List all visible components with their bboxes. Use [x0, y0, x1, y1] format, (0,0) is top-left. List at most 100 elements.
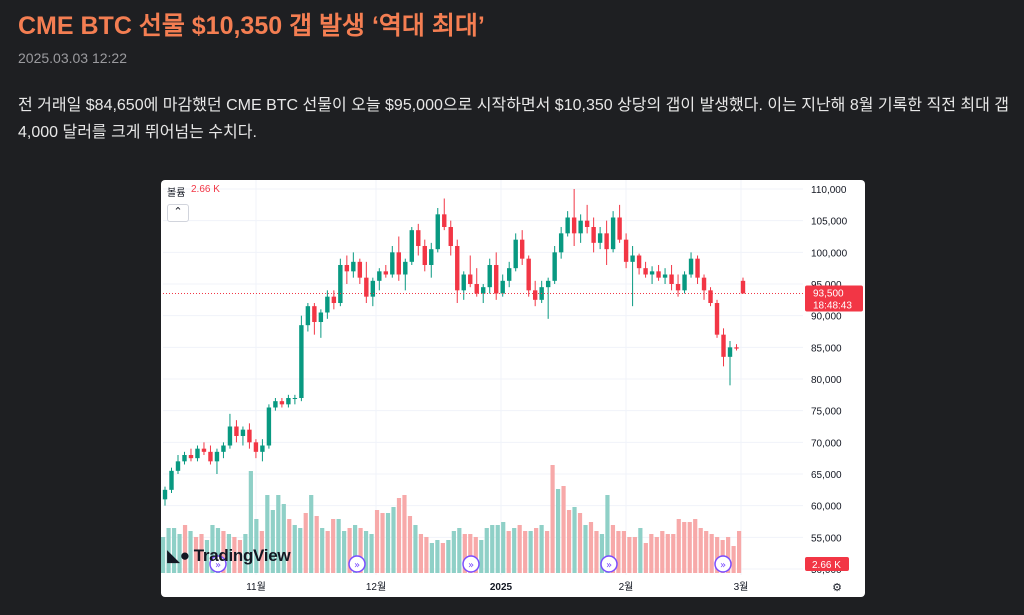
- volume-bar: [374, 510, 380, 573]
- x-tick-label: 12월: [366, 581, 386, 593]
- event-marker-arrow-icon: »: [720, 560, 726, 571]
- price-badge: [805, 285, 863, 312]
- volume-bar: [369, 534, 374, 573]
- volume-bar: [204, 540, 210, 573]
- volume-bar: [353, 525, 358, 573]
- volume-bar: [171, 528, 177, 573]
- volume-bar: [599, 534, 605, 573]
- candle-body: [182, 455, 187, 462]
- y-tick-label: 85,000: [811, 343, 842, 354]
- candle-body: [344, 265, 350, 272]
- y-tick-label: 70,000: [811, 438, 842, 449]
- candle-body: [195, 448, 200, 459]
- candle-body: [526, 258, 531, 291]
- candle-body: [649, 271, 655, 275]
- candle-body: [669, 274, 674, 284]
- volume-bar: [358, 528, 363, 573]
- candle-body: [656, 271, 661, 278]
- volume-bar: [561, 486, 566, 573]
- volume-bar: [215, 528, 221, 573]
- candle-body: [571, 217, 577, 234]
- volume-bar: [605, 495, 610, 573]
- candle-body: [474, 284, 479, 294]
- candle-body: [468, 274, 473, 284]
- volume-bar: [298, 528, 303, 573]
- candle-body: [734, 347, 739, 349]
- volume-bar: [632, 537, 637, 573]
- volume-bar: [588, 522, 594, 573]
- volume-bar: [347, 528, 352, 573]
- volume-bar: [594, 531, 599, 573]
- volume-bar: [451, 531, 456, 573]
- y-tick-label: 60,000: [811, 502, 842, 513]
- price-chart[interactable]: 110,000105,000100,00095,00090,00085,0008…: [161, 180, 865, 597]
- volume-bar: [698, 528, 703, 573]
- volume-bar: [715, 537, 720, 573]
- candle-body: [422, 246, 427, 265]
- candle-body: [740, 280, 746, 294]
- x-tick-label: 3월: [734, 581, 749, 593]
- candle-body: [331, 296, 337, 303]
- candle-body: [188, 455, 194, 459]
- volume-bar: [276, 495, 281, 573]
- candle-body: [162, 489, 168, 500]
- volume-bar: [682, 522, 687, 573]
- volume-bar: [671, 534, 676, 573]
- article-headline: CME BTC 선물 $10,350 갭 발생 ‘역대 최대’: [18, 12, 485, 40]
- volume-bar: [687, 522, 692, 573]
- candle-body: [578, 220, 583, 234]
- settings-gear-icon[interactable]: ⚙: [832, 581, 842, 594]
- y-tick-label: 110,000: [811, 185, 847, 196]
- candle-body: [377, 271, 382, 281]
- candlestick-chart-svg[interactable]: 110,000105,000100,00095,00090,00085,0008…: [161, 180, 865, 597]
- candle-body: [507, 268, 512, 281]
- volume-bar: [232, 537, 237, 573]
- volume-bar: [621, 531, 626, 573]
- volume-bar: [517, 525, 522, 573]
- candle-body: [513, 239, 518, 269]
- candle-body: [519, 239, 525, 259]
- candle-body: [481, 287, 486, 294]
- volume-bar: [676, 519, 681, 573]
- volume-bar: [396, 498, 402, 573]
- candle-body: [214, 451, 220, 462]
- candle-body: [403, 261, 408, 275]
- volume-bar: [303, 513, 308, 573]
- candle-body: [727, 347, 733, 357]
- candle-body: [695, 258, 700, 278]
- volume-bar: [199, 534, 204, 573]
- volume-bar: [320, 528, 325, 573]
- volume-bar: [528, 531, 533, 573]
- candle-body: [623, 239, 629, 262]
- volume-bar: [391, 507, 396, 573]
- volume-bar: [572, 507, 577, 573]
- candle-body: [604, 233, 609, 250]
- tradingview-logo: ◣● TradingView: [167, 546, 291, 566]
- y-tick-label: 55,000: [811, 533, 842, 544]
- volume-bar: [638, 528, 643, 573]
- volume-bar: [440, 543, 445, 573]
- candle-body: [636, 255, 642, 269]
- article-date: 2025.03.03 12:22: [18, 50, 127, 66]
- candle-body: [292, 398, 298, 399]
- candle-body: [630, 255, 635, 262]
- candle-body: [487, 265, 492, 288]
- volume-bar: [583, 525, 588, 573]
- volume-bar: [501, 522, 506, 573]
- chevron-up-icon[interactable]: ⌃: [167, 204, 189, 222]
- candle-body: [721, 334, 726, 357]
- volume-bar: [479, 540, 484, 573]
- candle-body: [357, 261, 363, 278]
- volume-bar: [407, 516, 413, 573]
- volume-bar: [342, 531, 347, 573]
- candle-body: [227, 426, 233, 446]
- x-tick-label: 2월: [619, 581, 634, 593]
- candle-body: [286, 398, 291, 405]
- volume-value: 2.66 K: [191, 184, 220, 195]
- volume-bar: [654, 537, 659, 573]
- candle-body: [338, 265, 343, 303]
- volume-bar: [577, 513, 583, 573]
- volume-bar: [221, 531, 226, 573]
- candle-body: [260, 445, 265, 452]
- volume-bar: [726, 537, 731, 573]
